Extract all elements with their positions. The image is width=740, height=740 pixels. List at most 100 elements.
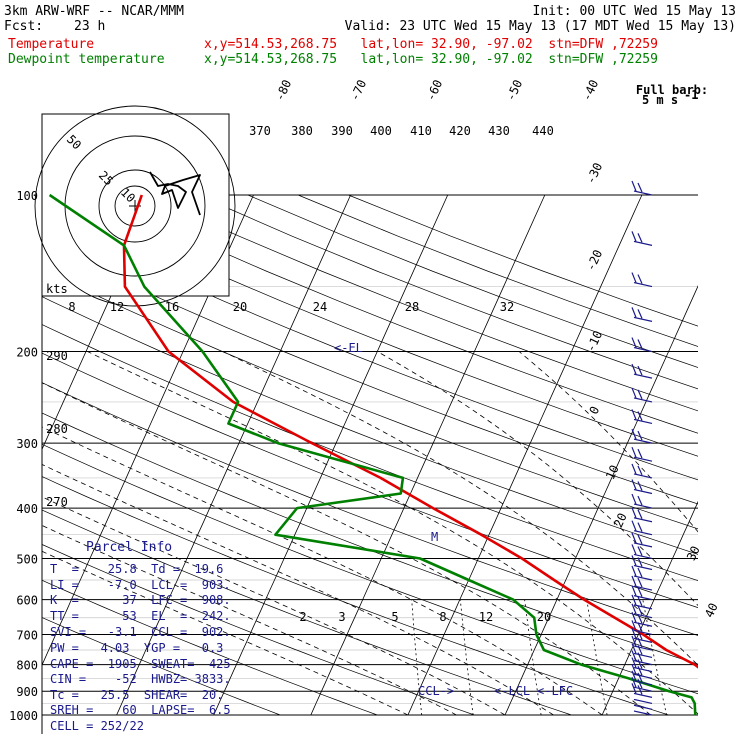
moist-adiabat-line [222,351,698,666]
wind-barb [637,182,643,193]
dry-adiabat-line [348,194,698,327]
parcel-row: SREH = 60 LAPSE= 6.5 [50,703,231,717]
wind-barb [631,428,637,440]
theta-label: 290 [46,349,68,363]
moist-adiabat-line [42,524,457,716]
wind-barb [633,585,653,591]
wind-barb [633,564,653,571]
mixing-ratio-label: 20 [537,610,551,624]
wind-barb [631,555,637,566]
dry-adiabat-line [197,194,698,390]
wind-barb [631,612,637,623]
moist-adiabat-line [42,463,554,716]
pressure-label: 300 [16,437,38,451]
parcel-info-panel: Parcel Info T = 25.8 Td = 19.6 LI = -7.0… [44,536,232,736]
wind-barb [637,233,643,243]
wind-barb [637,411,643,421]
wind-barb [633,637,653,643]
pressure-label: 1000 [9,709,38,723]
wind-barb [631,463,637,475]
dry-adiabat-line [42,544,475,716]
dewpoint-legend: Dewpoint temperature [8,52,165,67]
parcel-row: Tc = 25.5 SHEAR= 20. [50,688,224,702]
theta-label: 370 [249,124,271,138]
wind-barb [637,596,643,607]
hodograph-ring [98,169,172,243]
wind-barb [631,603,637,614]
wind-barbs [631,180,653,716]
wind-barb [637,481,643,491]
mixing-ratio-line [586,599,608,716]
wind-barb [633,488,653,495]
mixing-ratio-label: 2 [299,610,306,624]
mixing-ratio-label: 8 [439,610,446,624]
moist-adiabat-line [42,382,651,716]
isotherm-line [310,194,546,716]
moist-adiabat-line [87,351,698,715]
theta-label: 430 [488,124,510,138]
wind-barb [637,546,643,556]
pressure-label: 700 [16,628,38,642]
wind-barb [637,430,643,441]
wind-barb [631,409,637,420]
dry-adiabat-line [42,382,698,636]
wind-barb [631,620,637,631]
hodograph-tick-label: 8 [68,300,75,314]
wind-barb [633,698,653,705]
wind-barb [633,456,653,462]
parcel-row: PW = 4.03 YGP = 0.3 [50,641,224,655]
wind-barb [633,438,653,444]
dry-adiabat-line [42,509,572,716]
theta-label: 270 [46,495,68,509]
wind-barb [637,534,643,545]
wind-barb [637,567,643,578]
parcel-row: LI = -7.0 LCL = 903. [50,578,231,592]
temperature-label: 0 [587,404,603,416]
mixing-ratio-label: 3 [338,610,345,624]
wind-barb [637,365,643,376]
wind-barb [633,692,653,698]
dry-adiabat-line [147,194,698,412]
wind-barb [637,659,643,669]
pressure-label: 400 [16,502,38,516]
wind-barb [637,613,643,624]
mixing-ratio-line [717,600,740,715]
m-marker: M [431,530,438,544]
temperature-label: -20 [583,248,605,274]
wind-barb [633,281,653,288]
wind-barb [631,493,637,505]
isotherm-line [407,194,643,716]
wind-barb [633,346,653,353]
wind-barb [631,575,637,587]
parcel-row: CAPE = 1905 SWEAT= 425 [50,657,231,671]
wind-barb [633,190,653,196]
el-marker: <-EL [334,341,363,355]
pressure-label: 500 [16,552,38,566]
wind-barb [631,664,637,675]
moist-adiabat-line [42,550,409,716]
wind-barb [637,577,643,588]
pressure-label: 200 [16,346,38,360]
wind-barb [631,446,637,458]
theta-label: 440 [532,124,554,138]
wind-barb [633,397,653,403]
hodograph-tick-label: 20 [233,300,247,314]
dry-adiabat-line [42,324,698,581]
wind-barb [637,672,643,683]
wind-barb [633,629,653,636]
wind-barb [637,465,643,476]
dry-adiabat-line [42,352,698,608]
isotherm-line [116,194,351,716]
wind-barb [633,575,653,581]
wind-barb [631,635,637,647]
wind-barb [631,520,637,531]
forecast-hour: 23 h [74,19,106,34]
wind-barb [637,637,643,648]
wind-barb [637,678,643,689]
pressure-label: 600 [16,594,38,608]
hodograph-units: kts [46,282,68,296]
dewpoint-location: x,y=514.53,268.75 lat,lon= 32.90, -97.02… [204,52,658,67]
pressure-label: 900 [16,685,38,699]
mixing-ratio-line [642,599,667,716]
wind-barb [633,680,653,686]
